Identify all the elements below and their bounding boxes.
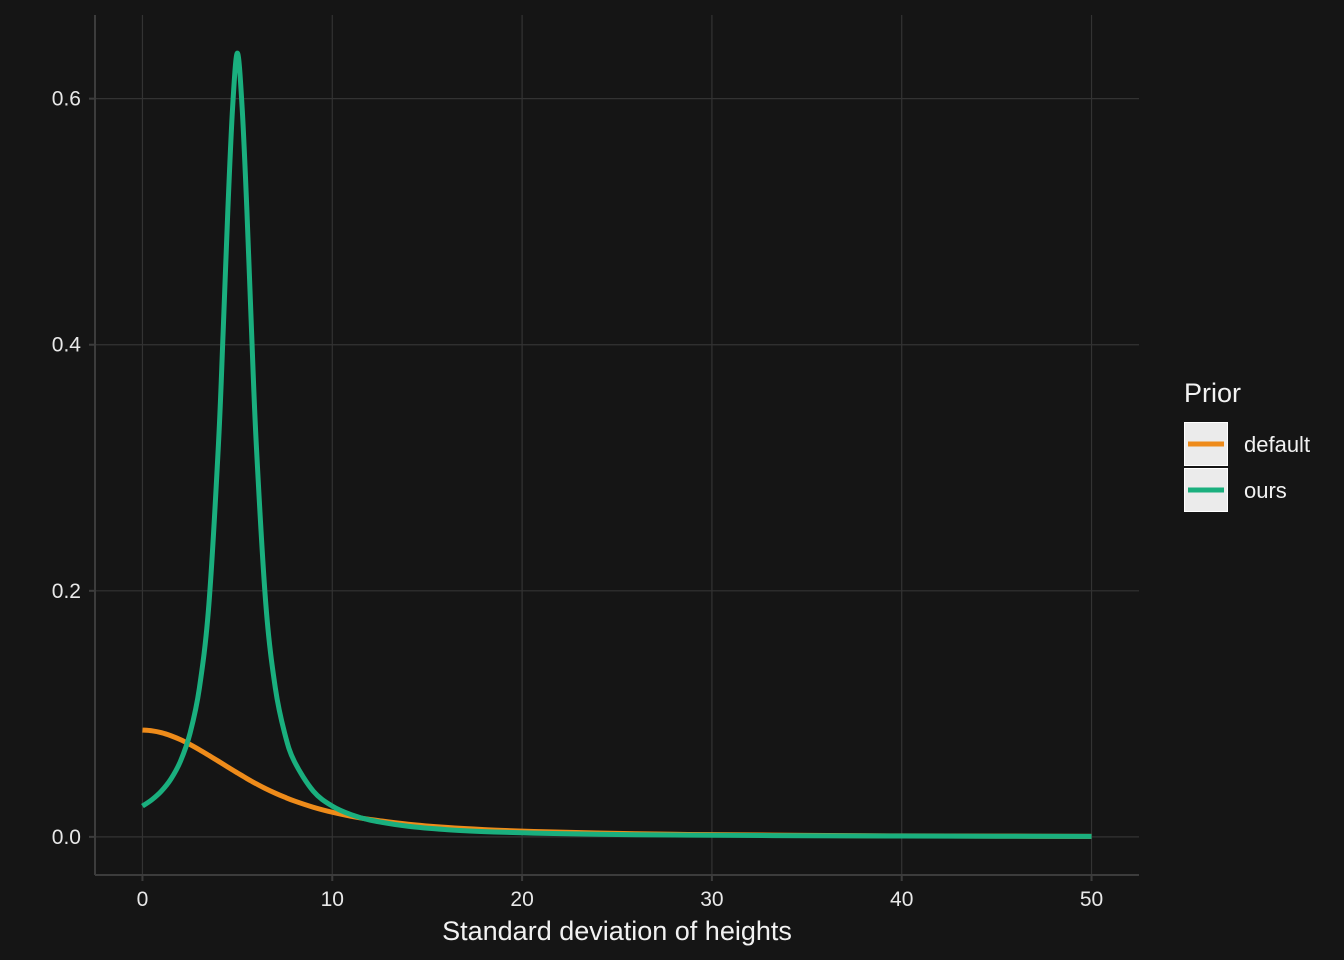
legend-item-ours: ours — [1184, 468, 1287, 512]
x-tick-label-5: 50 — [1080, 888, 1103, 911]
x-tick-label-1: 10 — [321, 888, 344, 911]
x-tick-label-3: 30 — [700, 888, 723, 911]
series-lines — [141, 50, 1092, 839]
x-tick-label-4: 40 — [890, 888, 913, 911]
x-tick-label-2: 20 — [510, 888, 533, 911]
grid-lines — [95, 15, 1139, 875]
x-axis-title: Standard deviation of heights — [442, 916, 792, 946]
legend-items: default ours — [1184, 422, 1310, 512]
legend-label-ours: ours — [1244, 478, 1287, 503]
y-tick-label-0: 0.0 — [52, 826, 81, 849]
x-tick-label-0: 0 — [137, 888, 149, 911]
y-tick-label-1: 0.2 — [52, 580, 81, 603]
legend-item-default: default — [1184, 422, 1310, 466]
series-line-default — [142, 727, 1092, 839]
tick-labels: 0 10 20 30 40 50 0.0 0.2 0.4 0.6 — [52, 88, 1103, 911]
legend-title: Prior — [1184, 378, 1241, 408]
y-tick-label-2: 0.4 — [52, 334, 82, 357]
legend-label-default: default — [1244, 432, 1310, 457]
y-tick-label-3: 0.6 — [52, 88, 81, 111]
legend: Prior default ours — [1184, 378, 1310, 512]
axis-lines — [89, 15, 1139, 881]
series-line-ours — [141, 50, 1092, 839]
